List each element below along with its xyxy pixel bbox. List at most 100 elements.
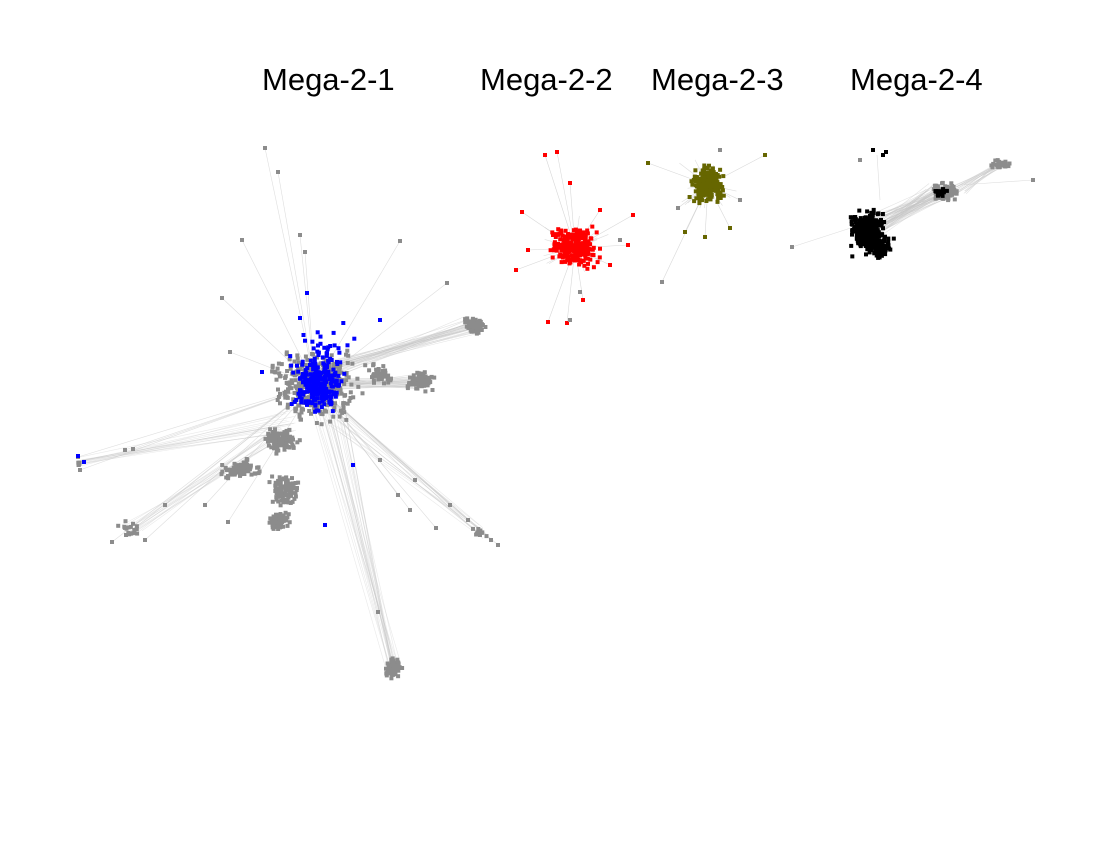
node [286,387,290,392]
node [693,168,698,173]
node [950,187,955,192]
node [551,233,555,237]
node [257,469,262,474]
node [291,370,296,375]
node [282,432,286,437]
node [275,431,279,436]
node [565,232,570,236]
node [393,672,398,677]
node [294,397,299,402]
node [274,512,278,517]
node [332,372,337,377]
node [520,210,524,214]
node [279,484,284,489]
node [716,190,721,195]
node [344,417,349,422]
node [693,189,698,194]
node [298,316,302,320]
node [338,408,343,413]
node [320,395,324,400]
node [311,346,316,351]
node [304,379,309,384]
node [275,398,280,402]
node [396,493,400,497]
node [430,388,435,392]
node [711,184,716,189]
node [463,320,468,325]
edge [121,439,283,526]
node-layer [76,146,1035,681]
node [315,396,320,401]
node [689,179,694,184]
edge [123,428,282,533]
node [738,198,742,202]
node [110,540,114,544]
node [870,243,875,248]
edge [343,400,394,671]
node [883,245,888,250]
node [352,336,357,341]
node [303,395,308,400]
node [277,374,282,379]
node [244,464,249,469]
edge [131,434,281,531]
edge [336,389,392,663]
node [573,233,578,238]
edge [78,413,287,458]
node [324,353,329,358]
node [578,228,582,233]
node [287,357,292,362]
node [993,158,998,163]
node [626,243,630,247]
node [269,519,274,524]
node [328,419,333,424]
node [581,258,586,263]
node [591,265,596,270]
node [466,325,471,330]
node [303,368,308,373]
node [302,390,307,395]
node [278,477,283,482]
node [274,495,279,500]
edge [133,430,293,533]
node [346,375,351,380]
node [296,403,301,408]
node [586,239,591,244]
node [269,445,274,450]
node [874,250,879,255]
node [300,359,305,364]
node [116,523,121,528]
node [870,216,875,221]
node [718,196,723,200]
node [285,395,290,400]
node [322,367,327,372]
edge [339,431,471,530]
node [578,245,583,249]
node [869,210,874,215]
node [276,434,281,439]
node [339,391,344,396]
node [618,238,622,242]
node [286,512,291,517]
node [311,380,316,385]
node [295,356,300,361]
node [857,221,862,226]
node [82,460,86,464]
node [1031,178,1035,182]
node [297,414,302,419]
node [232,461,237,466]
node [278,492,283,497]
node [356,384,361,389]
node [324,395,329,400]
edge [76,424,284,463]
node [284,350,289,355]
node [583,254,588,259]
node [710,178,715,183]
node [382,381,386,386]
node [325,373,330,378]
node [275,525,280,529]
node [286,482,291,487]
node [271,520,276,525]
node [395,657,400,662]
network-label-mega-2-3: Mega-2-3 [651,62,784,97]
